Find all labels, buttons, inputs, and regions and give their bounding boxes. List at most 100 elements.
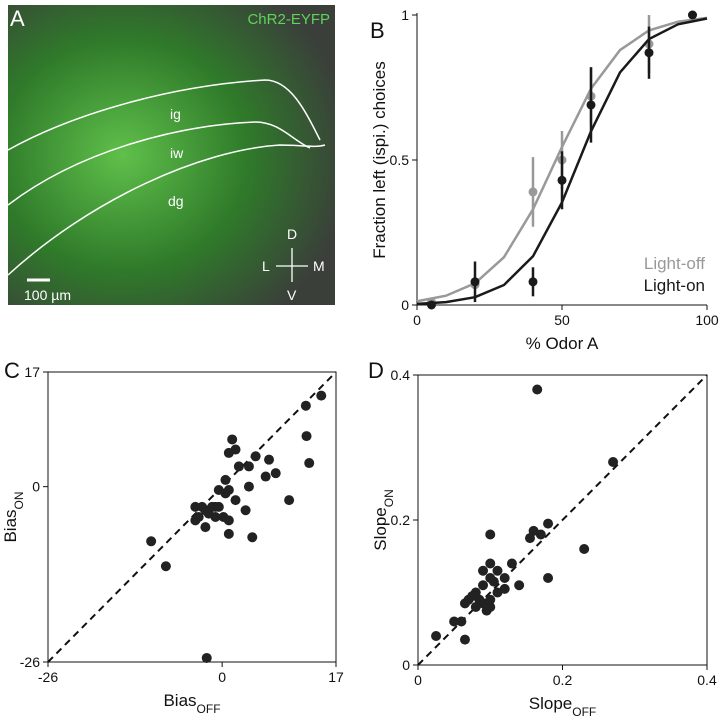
point xyxy=(644,48,654,58)
x-tick-label: 0.2 xyxy=(553,672,573,688)
point xyxy=(470,277,480,287)
ylabel-text: Bias xyxy=(1,509,20,542)
point xyxy=(233,461,244,472)
compass-label: D xyxy=(287,226,297,242)
xlabel-label: % Odor A xyxy=(526,334,599,353)
boundary xyxy=(7,121,311,206)
point xyxy=(223,485,234,496)
point xyxy=(427,300,436,310)
point xyxy=(243,481,254,492)
point xyxy=(528,277,538,287)
point xyxy=(481,605,492,616)
ylabel-subscript: ON xyxy=(382,489,396,507)
x-tick-label: 0 xyxy=(414,672,422,688)
ylabel-label: BiasON xyxy=(1,491,26,542)
point xyxy=(688,10,697,20)
point xyxy=(557,175,567,185)
region-label: ig xyxy=(170,106,181,122)
point xyxy=(223,447,234,458)
xlabel-text: Bias xyxy=(163,691,196,710)
y-tick-label: 0.4 xyxy=(391,367,411,383)
point xyxy=(478,580,489,591)
point xyxy=(230,495,241,506)
point xyxy=(316,390,327,401)
axes-frame xyxy=(47,371,337,663)
compass-label: V xyxy=(287,287,297,303)
point xyxy=(190,501,201,512)
region-label: iw xyxy=(170,145,184,161)
point xyxy=(210,512,221,522)
point xyxy=(201,652,212,663)
point xyxy=(284,495,295,506)
point xyxy=(227,434,238,445)
point xyxy=(260,471,271,482)
y-tick-label: 17 xyxy=(24,364,40,380)
point xyxy=(243,461,254,472)
panel-label: C xyxy=(4,358,20,383)
x-tick-label: 0.4 xyxy=(697,672,717,688)
xlabel-label: SlopeOFF xyxy=(529,694,596,719)
point xyxy=(160,561,171,572)
panel-label: D xyxy=(368,358,384,383)
point xyxy=(431,631,442,641)
xlabel-subscript: OFF xyxy=(197,702,221,716)
compass xyxy=(276,248,308,282)
point xyxy=(301,431,312,442)
point xyxy=(250,451,261,462)
ylabel-text: Fraction left (ispi.) choices xyxy=(370,61,389,258)
legend-entry: Light-on xyxy=(644,276,705,295)
point xyxy=(449,616,460,627)
x-tick-label: 0 xyxy=(413,312,421,328)
xlabel-text: Slope xyxy=(529,694,572,713)
point xyxy=(193,512,204,522)
y-tick-label: 1 xyxy=(401,7,409,23)
point xyxy=(200,522,211,533)
x-tick-label: 50 xyxy=(554,312,570,328)
point xyxy=(579,544,590,554)
point xyxy=(543,573,554,583)
y-tick-label: 0.5 xyxy=(390,152,410,168)
point xyxy=(223,528,234,539)
y-tick-label: 0 xyxy=(402,657,410,673)
point xyxy=(200,505,211,516)
point xyxy=(543,518,554,529)
scale-bar-label: 100 µm xyxy=(24,287,71,303)
ylabel-text: Slope xyxy=(371,507,390,550)
identity-line xyxy=(417,374,708,666)
panel-label: A xyxy=(10,6,25,31)
point xyxy=(146,536,157,547)
point xyxy=(532,384,543,395)
point xyxy=(300,400,311,411)
y-tick-label: -26 xyxy=(20,654,40,670)
point xyxy=(586,100,596,110)
point xyxy=(528,187,538,197)
point xyxy=(456,616,467,627)
panel-label: B xyxy=(370,18,385,43)
xlabel-text: % Odor A xyxy=(526,334,599,353)
xlabel-subscript: OFF xyxy=(572,705,596,719)
point xyxy=(485,558,496,569)
point xyxy=(247,532,258,543)
compass-label: M xyxy=(313,258,325,274)
boundary xyxy=(7,144,326,276)
point xyxy=(488,576,499,587)
xlabel-label: BiasOFF xyxy=(163,691,220,716)
point xyxy=(270,468,281,479)
x-tick-label: 17 xyxy=(328,669,344,685)
y-tick-label: 0 xyxy=(401,297,409,313)
x-tick-label: 100 xyxy=(695,312,719,328)
boundary xyxy=(7,79,321,151)
point xyxy=(499,583,510,594)
ylabel-label: Fraction left (ispi.) choices xyxy=(370,61,389,258)
y-tick-label: 0 xyxy=(32,479,40,495)
point xyxy=(459,634,470,645)
point xyxy=(514,580,525,591)
point xyxy=(485,594,496,605)
point xyxy=(535,529,546,540)
point xyxy=(459,598,470,609)
ylabel-label: SlopeON xyxy=(371,489,396,550)
point xyxy=(240,505,251,516)
point xyxy=(608,457,619,467)
point xyxy=(264,454,275,465)
